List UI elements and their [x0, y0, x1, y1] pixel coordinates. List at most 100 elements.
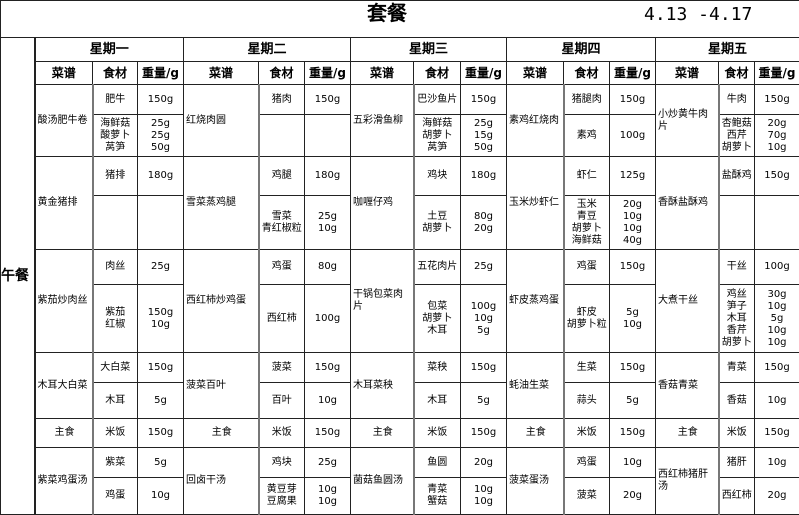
dish-name: 菌菇鱼圆汤	[351, 448, 414, 515]
dish-name: 小炒黄牛肉片	[656, 85, 719, 157]
ingredient-cell: 雪菜 青红椒粒	[259, 196, 305, 250]
weight-cell: 180g	[138, 157, 184, 196]
ingredient-cell: 百叶	[259, 383, 305, 419]
column-header-dish: 菜谱	[184, 62, 259, 85]
column-header-weight: 重量/g	[305, 62, 351, 85]
dish-name: 紫菜鸡蛋汤	[35, 448, 93, 515]
ingredient-cell: 牛肉	[719, 85, 755, 115]
weight-cell	[755, 196, 799, 250]
ingredient-cell	[93, 196, 138, 250]
weight-cell: 10g	[305, 383, 351, 419]
column-header-dish: 菜谱	[507, 62, 564, 85]
column-header-ingredient: 食材	[93, 62, 138, 85]
ingredient-cell: 猪腿肉	[564, 85, 610, 115]
weight-cell: 25g 25g 50g	[138, 115, 184, 157]
weight-cell	[305, 115, 351, 157]
ingredient-cell: 鸡蛋	[259, 250, 305, 285]
ingredient-cell: 虾仁	[564, 157, 610, 196]
dish-name: 红烧肉圆	[184, 85, 259, 157]
ingredient-cell: 青菜 蟹菇	[414, 478, 461, 515]
ingredient-cell: 香菇	[719, 383, 755, 419]
weight-cell: 150g	[138, 419, 184, 448]
dish-name: 回卤干汤	[184, 448, 259, 515]
column-header-dish: 菜谱	[656, 62, 719, 85]
ingredient-cell: 五花肉片	[414, 250, 461, 285]
weight-cell: 20g	[755, 478, 799, 515]
weight-cell: 25g	[461, 250, 507, 285]
ingredient-cell: 生菜	[564, 353, 610, 383]
weight-cell: 10g	[755, 448, 799, 478]
column-header-weight: 重量/g	[755, 62, 799, 85]
weight-cell: 20g	[610, 478, 656, 515]
column-header-ingredient: 食材	[719, 62, 755, 85]
dish-name: 香菇青菜	[656, 353, 719, 419]
column-header-dish: 菜谱	[351, 62, 414, 85]
ingredient-cell: 杏鲍菇 西芹 胡萝卜	[719, 115, 755, 157]
ingredient-cell: 肉丝	[93, 250, 138, 285]
weight-cell: 5g	[138, 448, 184, 478]
weight-cell	[138, 196, 184, 250]
weight-cell: 100g	[305, 285, 351, 353]
dish-name: 干锅包菜肉片	[351, 250, 414, 353]
ingredient-cell: 鸡蛋	[564, 250, 610, 285]
ingredient-cell: 青菜	[719, 353, 755, 383]
weight-cell: 10g	[610, 448, 656, 478]
ingredient-cell: 米饭	[93, 419, 138, 448]
ingredient-cell: 巴沙鱼片	[414, 85, 461, 115]
dish-name: 西红柿炒鸡蛋	[184, 250, 259, 353]
ingredient-cell: 黄豆芽 豆腐果	[259, 478, 305, 515]
ingredient-cell: 鸡丝 笋子 木耳 香芹 胡萝卜	[719, 285, 755, 353]
ingredient-cell: 包菜 胡萝卜 木耳	[414, 285, 461, 353]
weight-cell: 150g	[755, 419, 799, 448]
day-header: 星期二	[184, 38, 351, 62]
ingredient-cell: 海鲜菇 酸萝卜 莴笋	[93, 115, 138, 157]
dish-name: 主食	[351, 419, 414, 448]
dish-name: 酸汤肥牛卷	[35, 85, 93, 157]
ingredient-cell: 鸡蛋	[93, 478, 138, 515]
ingredient-cell: 素鸡	[564, 115, 610, 157]
ingredient-cell: 米饭	[719, 419, 755, 448]
weight-cell: 25g 15g 50g	[461, 115, 507, 157]
ingredient-cell: 菜秧	[414, 353, 461, 383]
ingredient-cell: 土豆 胡萝卜	[414, 196, 461, 250]
weight-cell: 5g	[461, 383, 507, 419]
ingredient-cell: 猪肝	[719, 448, 755, 478]
ingredient-cell: 虾皮 胡萝卜粒	[564, 285, 610, 353]
day-header: 星期四	[507, 38, 656, 62]
weight-cell: 125g	[610, 157, 656, 196]
weight-cell: 25g	[305, 448, 351, 478]
weight-cell: 150g 10g	[138, 285, 184, 353]
dish-name: 主食	[35, 419, 93, 448]
ingredient-cell: 大白菜	[93, 353, 138, 383]
ingredient-cell: 海鲜菇 胡萝卜 莴笋	[414, 115, 461, 157]
weight-cell: 25g 10g	[305, 196, 351, 250]
column-header-ingredient: 食材	[414, 62, 461, 85]
weight-cell: 150g	[305, 353, 351, 383]
ingredient-cell	[719, 196, 755, 250]
dish-name: 菠菜蛋汤	[507, 448, 564, 515]
weight-cell: 20g	[461, 448, 507, 478]
weight-cell: 150g	[755, 353, 799, 383]
dish-name: 木耳大白菜	[35, 353, 93, 419]
column-header-weight: 重量/g	[461, 62, 507, 85]
meal-label: 午餐	[1, 38, 35, 515]
weight-cell: 150g	[138, 353, 184, 383]
dish-name: 素鸡红烧肉	[507, 85, 564, 157]
ingredient-cell: 米饭	[259, 419, 305, 448]
dish-name: 黄金猪排	[35, 157, 93, 250]
weight-cell: 180g	[461, 157, 507, 196]
title-row: 套餐 4.13 -4.17	[1, 1, 799, 38]
dish-name: 木耳菜秧	[351, 353, 414, 419]
weight-cell: 100g	[755, 250, 799, 285]
column-header-dish: 菜谱	[35, 62, 93, 85]
ingredient-cell: 西红柿	[259, 285, 305, 353]
weight-cell: 5g	[610, 383, 656, 419]
ingredient-cell: 米饭	[564, 419, 610, 448]
ingredient-cell: 菠菜	[564, 478, 610, 515]
